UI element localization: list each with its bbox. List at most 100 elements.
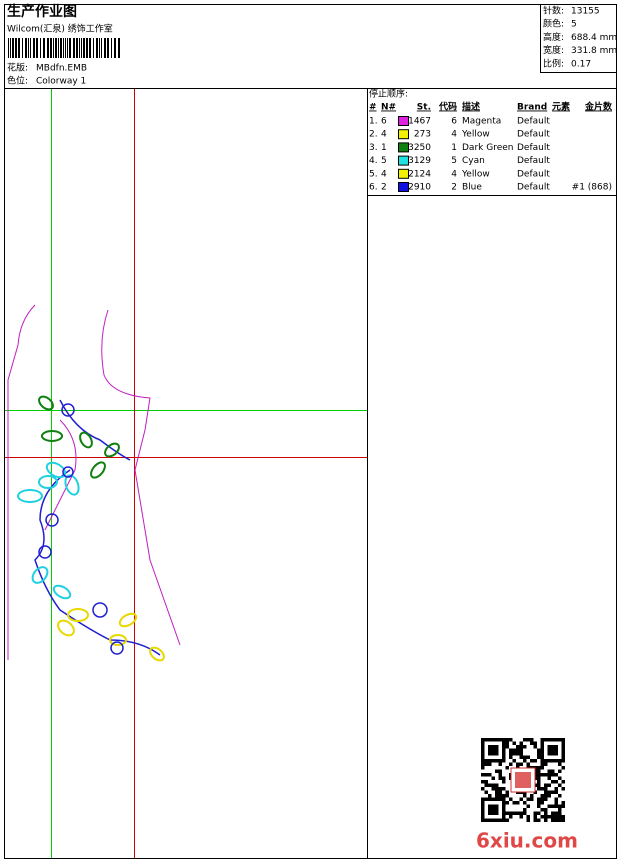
qr-cell [505, 745, 509, 749]
qr-cell [537, 804, 541, 808]
qr-cell [502, 811, 506, 815]
qr-cell [547, 745, 551, 749]
qr-cell [519, 797, 523, 801]
qr-cell [523, 801, 527, 805]
qr-cell [561, 787, 565, 791]
qr-cell [554, 818, 558, 822]
qr-cell [512, 741, 516, 745]
qr-cell [533, 815, 537, 819]
petal [52, 584, 72, 600]
qr-cell [540, 759, 544, 763]
needle: 5 [381, 156, 387, 166]
qr-cell [544, 773, 548, 777]
frame [4, 4, 617, 859]
bar [118, 38, 120, 58]
qr-cell [530, 797, 534, 801]
qr-cell [554, 752, 558, 756]
qr-cell [512, 759, 516, 763]
stat-label: 比例: [543, 57, 564, 69]
qr-cell [516, 811, 520, 815]
qr-cell [526, 797, 530, 801]
bar [89, 38, 91, 58]
qr-cell [488, 759, 492, 763]
qr-cell [544, 738, 548, 742]
qr-cell [544, 808, 548, 812]
row-number: 4. [369, 156, 378, 166]
qr-cell [495, 808, 499, 812]
qr-cell [554, 797, 558, 801]
qr-cell [495, 759, 499, 763]
qr-cell [547, 759, 551, 763]
bar [58, 38, 59, 58]
qr-cell [523, 759, 527, 763]
qr-cell [509, 755, 513, 759]
qr-cell [516, 745, 520, 749]
brand: Default [517, 117, 550, 127]
qr-cell [488, 745, 492, 749]
qr-cell [540, 815, 544, 819]
qr-cell [519, 741, 523, 745]
qr-cell [488, 794, 492, 798]
stop-sequence-title: 停止顺序: [369, 88, 408, 100]
qr-cell [481, 773, 485, 777]
qr-cell [537, 769, 541, 773]
qr-cell [537, 773, 541, 777]
qr-cell [558, 776, 562, 780]
bar [76, 38, 78, 58]
qr-cell [544, 783, 548, 787]
bar [96, 38, 98, 58]
qr-cell [540, 745, 544, 749]
qr-cell [481, 752, 485, 756]
qr-cell [491, 752, 495, 756]
qr-cell [498, 797, 502, 801]
code: 4 [451, 130, 457, 140]
qr-cell [547, 748, 551, 752]
qr-cell [519, 752, 523, 756]
qr-cell [509, 815, 513, 819]
qr-cell [561, 752, 565, 756]
qr-cell [488, 783, 492, 787]
petal [17, 489, 43, 503]
qr-cell [505, 818, 509, 822]
column-header: N# [381, 103, 396, 113]
bar [101, 38, 102, 58]
qr-cell [537, 797, 541, 801]
qr-cell [523, 794, 527, 798]
qr-cell [484, 797, 488, 801]
qr-cell [554, 787, 558, 791]
qr-cell [481, 755, 485, 759]
qr-cell [523, 738, 527, 742]
qr-cell [537, 748, 541, 752]
qr-cell [512, 811, 516, 815]
needle: 6 [381, 117, 387, 127]
qr-cell [509, 752, 513, 756]
bar [69, 38, 71, 58]
qr-cell [526, 762, 530, 766]
qr-cell [498, 769, 502, 773]
stat-label: 宽度: [543, 44, 564, 56]
qr-cell [537, 818, 541, 822]
qr-cell [558, 811, 562, 815]
petal [64, 474, 80, 496]
code: 6 [451, 117, 457, 127]
swirl [92, 602, 108, 618]
qr-cell [484, 759, 488, 763]
qr-cell [554, 815, 558, 819]
column-header: 代码 [438, 101, 457, 113]
qr-cell [561, 738, 565, 742]
color-swatch [398, 168, 409, 179]
design-label: 花版: [7, 62, 28, 74]
qr-cell [491, 818, 495, 822]
qr-cell [561, 815, 565, 819]
brand: Default [517, 156, 550, 166]
needle: 4 [381, 130, 387, 140]
petal [38, 475, 58, 489]
qr-cell [498, 818, 502, 822]
qr-cell [502, 755, 506, 759]
petal [149, 646, 165, 662]
description: Yellow [461, 169, 490, 179]
qr-cell [540, 787, 544, 791]
stitches: 3129 [408, 156, 431, 166]
bar [99, 38, 100, 58]
qr-cell [561, 801, 565, 805]
